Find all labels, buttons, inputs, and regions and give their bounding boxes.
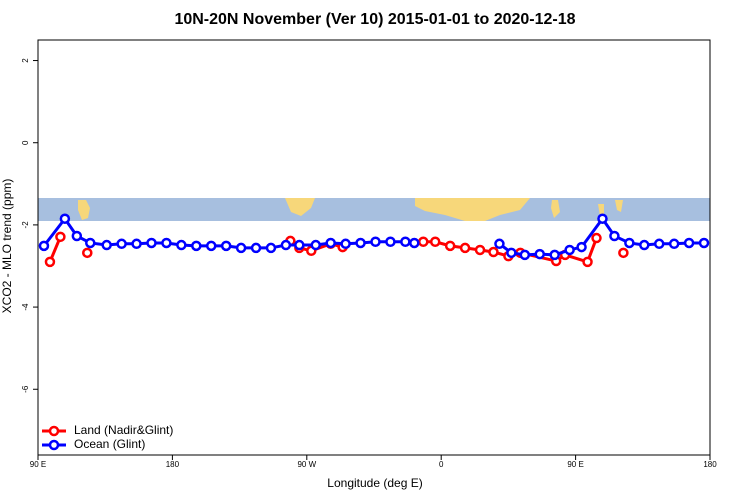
data-point: [582, 256, 593, 268]
data-point: [370, 236, 381, 247]
data-point: [44, 256, 56, 268]
data-point: [355, 237, 366, 249]
data-point: [668, 238, 680, 250]
data-point: [549, 249, 560, 261]
data-point: [519, 249, 531, 261]
data-point: [564, 244, 575, 256]
data-point: [176, 239, 187, 251]
data-point: [459, 242, 471, 254]
data-point: [235, 242, 247, 254]
data-point: [591, 232, 602, 244]
x-tick-label: 90 W: [297, 460, 316, 469]
data-point: [116, 238, 127, 250]
data-point: [38, 240, 50, 252]
data-point: [250, 242, 262, 254]
legend-label: Ocean (Glint): [74, 437, 145, 451]
data-point: [310, 239, 322, 251]
data-point: [418, 236, 429, 247]
legend-marker: [48, 425, 60, 437]
legend: Land (Nadir&Glint)Ocean (Glint): [42, 423, 173, 451]
x-tick-label: 180: [166, 460, 180, 469]
data-point: [429, 236, 441, 247]
data-point: [161, 237, 172, 249]
x-tick-label: 180: [703, 460, 717, 469]
y-tick-label: -4: [21, 303, 30, 311]
data-point: [59, 213, 71, 224]
x-tick-label: 90 E: [30, 460, 46, 469]
data-point: [409, 237, 420, 249]
y-tick-label: -6: [21, 385, 30, 393]
y-tick-label: 2: [21, 58, 30, 63]
data-point: [683, 237, 695, 249]
data-point: [220, 240, 232, 252]
data-point: [618, 247, 629, 259]
chart-title: 10N-20N November (Ver 10) 2015-01-01 to …: [174, 11, 575, 28]
data-point: [609, 230, 620, 242]
map-strip: [38, 198, 710, 221]
data-point: [294, 239, 305, 251]
data-point: [340, 238, 351, 250]
data-point: [205, 240, 217, 252]
data-point: [474, 244, 486, 256]
data-point: [488, 246, 499, 258]
x-tick-label: 0: [439, 460, 444, 469]
data-point: [698, 237, 710, 249]
data-point: [146, 237, 157, 249]
data-point: [576, 241, 587, 253]
data-point: [71, 230, 83, 242]
data-point: [506, 247, 517, 259]
legend-label: Land (Nadir&Glint): [74, 423, 173, 437]
data-point: [82, 247, 93, 259]
data-point: [131, 238, 142, 250]
x-axis-label: Longitude (deg E): [327, 476, 422, 490]
data-point: [265, 242, 277, 254]
data-point: [494, 238, 505, 250]
data-point: [653, 238, 665, 250]
data-point: [400, 236, 411, 247]
data-point: [534, 248, 546, 260]
data-point: [597, 213, 608, 224]
y-axis-label: XCO2 - MLO trend (ppm): [0, 179, 14, 314]
data-point: [191, 240, 202, 252]
data-point: [624, 237, 635, 249]
x-tick-label: 90 E: [567, 460, 583, 469]
data-point: [55, 231, 66, 243]
data-point: [280, 239, 292, 251]
data-point: [325, 237, 336, 249]
data-point: [639, 239, 650, 251]
data-point: [385, 236, 396, 247]
data-point: [101, 239, 112, 251]
legend-marker: [48, 439, 60, 451]
y-tick-label: -2: [21, 221, 30, 229]
plot-frame: [37, 39, 711, 456]
data-point: [444, 240, 456, 252]
y-tick-label: 0: [21, 140, 30, 145]
data-point: [85, 237, 96, 249]
